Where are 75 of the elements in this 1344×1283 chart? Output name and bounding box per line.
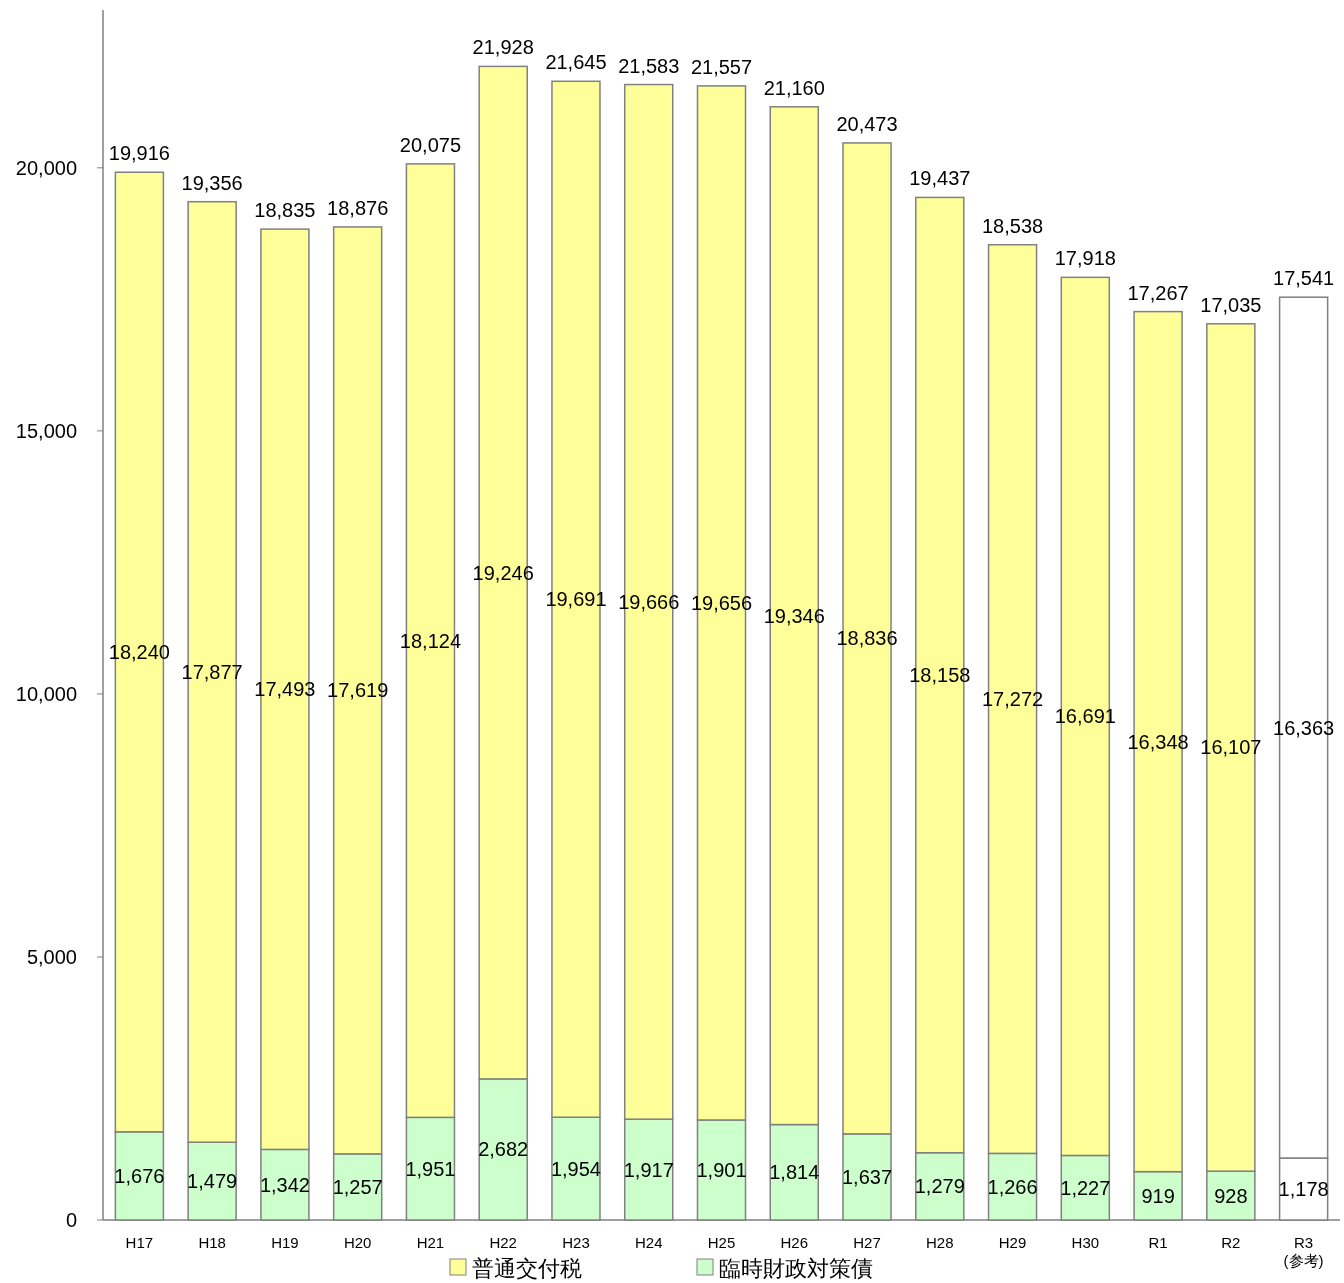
total-label: 19,356 [181, 171, 243, 194]
total-label: 18,835 [254, 199, 316, 222]
data-label: 1,676 [114, 1164, 165, 1187]
total-label: 21,928 [472, 36, 534, 59]
x-tick-label: H19 [271, 1234, 299, 1251]
data-label: 17,272 [981, 688, 1044, 711]
data-label: 19,346 [763, 604, 825, 627]
legend-label: 普通交付税 [472, 1256, 582, 1281]
data-label: 19,246 [472, 561, 534, 584]
total-label: 21,160 [763, 76, 825, 99]
total-label: 21,583 [618, 54, 680, 77]
data-label: 1,954 [550, 1157, 601, 1180]
total-label: 19,437 [909, 167, 971, 190]
data-label: 1,479 [187, 1170, 238, 1193]
data-label: 18,240 [108, 641, 170, 664]
total-label: 17,541 [1273, 267, 1335, 290]
data-label: 18,158 [909, 664, 971, 687]
data-label: 16,107 [1200, 736, 1262, 759]
x-tick-label: H18 [198, 1234, 226, 1251]
y-tick-label: 5,000 [26, 945, 77, 968]
data-label: 928 [1214, 1184, 1248, 1207]
x-tick-label: H28 [926, 1234, 954, 1251]
total-label: 20,075 [399, 133, 462, 156]
data-label: 1,951 [405, 1157, 456, 1180]
data-label: 1,342 [259, 1173, 310, 1196]
y-tick-label: 0 [65, 1209, 77, 1231]
data-label: 19,691 [545, 588, 607, 611]
data-label: 1,257 [332, 1175, 383, 1198]
y-tick-label: 15,000 [15, 419, 77, 442]
data-label: 1,901 [696, 1159, 747, 1181]
total-label: 19,916 [108, 142, 170, 165]
data-label: 17,619 [327, 679, 389, 702]
data-label: 1,637 [842, 1165, 893, 1188]
data-label: 19,666 [618, 590, 680, 613]
data-label: 1,178 [1278, 1178, 1329, 1201]
data-label: 1,279 [914, 1175, 965, 1198]
total-label: 20,473 [836, 112, 898, 135]
data-label: 1,917 [623, 1158, 674, 1181]
x-tick-label: H24 [634, 1234, 663, 1251]
data-label: 1,814 [769, 1161, 820, 1184]
y-tick-label: 20,000 [15, 156, 77, 179]
data-label: 17,877 [181, 660, 243, 683]
total-label: 21,557 [690, 55, 753, 78]
data-label: 19,656 [690, 591, 753, 614]
y-tick-label: 10,000 [15, 682, 77, 705]
x-tick-label: H25 [707, 1234, 736, 1251]
data-label: 18,124 [399, 629, 462, 652]
total-label: 17,267 [1127, 281, 1189, 304]
legend-label: 臨時財政対策債 [719, 1256, 873, 1281]
data-label: 919 [1141, 1184, 1175, 1207]
total-label: 17,035 [1200, 293, 1262, 316]
data-label: 16,363 [1273, 716, 1335, 739]
data-label: 18,836 [836, 627, 898, 650]
data-label: 1,266 [987, 1175, 1038, 1198]
x-tick-label: R2 [1221, 1234, 1241, 1251]
data-label: 1,227 [1060, 1176, 1111, 1199]
x-tick-label: H21 [416, 1234, 445, 1251]
total-label: 18,538 [981, 214, 1044, 237]
x-tick-label: R1 [1148, 1234, 1168, 1251]
x-tick-label: H22 [489, 1234, 517, 1251]
data-label: 2,682 [478, 1138, 529, 1161]
x-tick-label: H17 [125, 1234, 154, 1251]
data-label: 16,691 [1054, 705, 1116, 728]
x-tick-label: H20 [343, 1234, 372, 1251]
data-label: 16,348 [1127, 730, 1189, 753]
total-label: 18,876 [327, 196, 389, 219]
x-tick-label: H27 [853, 1234, 881, 1251]
total-label: 17,918 [1054, 247, 1116, 270]
x-tick-label: R3 (参考) [1283, 1234, 1324, 1269]
data-label: 17,493 [254, 678, 316, 701]
total-label: 21,645 [545, 51, 607, 74]
x-tick-label: H23 [562, 1234, 590, 1251]
x-tick-label: H30 [1071, 1234, 1100, 1251]
x-tick-label: H29 [998, 1234, 1027, 1251]
x-tick-label: H26 [780, 1234, 809, 1251]
